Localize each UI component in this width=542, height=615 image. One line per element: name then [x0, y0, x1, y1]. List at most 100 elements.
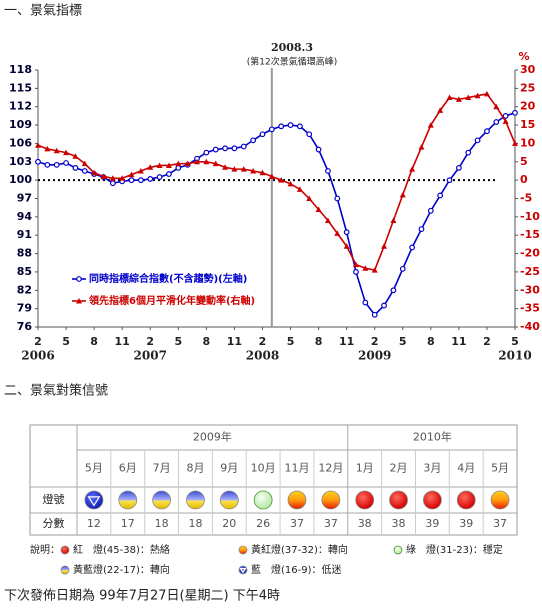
point [44, 161, 51, 168]
point [418, 226, 425, 232]
point [437, 107, 444, 113]
y2-unit: % [518, 50, 529, 63]
x-tick-label: 8 [427, 335, 435, 348]
x-tick-label: 8 [203, 335, 211, 348]
point [353, 261, 359, 268]
y-tick-label: 91 [17, 228, 32, 241]
light-circle [118, 490, 138, 510]
month-header: 12月 [318, 462, 343, 475]
light-circle [152, 490, 172, 510]
point [324, 217, 331, 224]
y2-tick-label: 10 [520, 136, 536, 149]
score: 38 [358, 517, 372, 530]
point [502, 118, 509, 124]
point [399, 265, 406, 272]
light-circle [287, 490, 307, 510]
point [156, 174, 163, 180]
point [268, 173, 275, 179]
light-circle [490, 490, 510, 510]
point [334, 195, 341, 202]
x-tick-label: 11 [115, 335, 130, 348]
y2-tick-label: -15 [520, 228, 540, 241]
legend-label: 黃藍燈(22-17)：轉向 [73, 563, 170, 576]
point [465, 94, 472, 101]
point [315, 206, 322, 213]
point [35, 158, 41, 165]
light-circle [355, 490, 375, 510]
point [474, 92, 481, 99]
point [166, 171, 172, 177]
month-header: 2月 [390, 462, 408, 475]
month-header: 1月 [356, 462, 374, 475]
x-tick-label: 11 [451, 335, 466, 348]
signal-light [393, 545, 403, 555]
score: 37 [493, 517, 507, 530]
y-tick-label: 94 [17, 210, 33, 223]
point [128, 171, 135, 178]
point [44, 145, 51, 152]
point [437, 192, 444, 199]
score: 39 [425, 517, 439, 530]
point [212, 146, 219, 153]
month-header: 11月 [285, 462, 310, 475]
point [446, 177, 453, 184]
signal-light [389, 490, 408, 510]
point [194, 158, 200, 165]
point [502, 112, 509, 119]
point [119, 175, 126, 181]
point [381, 243, 388, 249]
year-header: 2009年 [193, 430, 232, 444]
heading: 一、景氣指標 [4, 4, 82, 19]
heading: 二、景氣對策信號 [4, 383, 108, 399]
footer: 下次發佈日期為 99年7月27日(星期二) 下午4時 [4, 588, 280, 604]
point [231, 166, 238, 172]
x-tick-label: 5 [399, 335, 407, 348]
point [512, 140, 518, 146]
point [63, 149, 70, 156]
point [334, 230, 341, 236]
point [109, 180, 116, 187]
point [81, 160, 88, 167]
point [315, 146, 322, 153]
point [493, 103, 500, 110]
point [306, 195, 313, 201]
signal-light [355, 490, 375, 510]
point [381, 302, 387, 309]
y-tick-label: 100 [9, 173, 32, 186]
legend-label: 領先指標6個月平滑化年變動率(右軸) [88, 294, 255, 307]
point [512, 109, 518, 116]
x-tick-label: 2 [259, 335, 267, 348]
point [91, 169, 98, 176]
annotation-note: (第12次景氣循環高峰) [247, 56, 337, 68]
y2-tick-label: 5 [520, 155, 528, 168]
x-tick-label: 5 [62, 335, 70, 348]
score: 26 [256, 517, 270, 530]
y-tick-label: 79 [17, 302, 32, 315]
point [465, 149, 472, 156]
light-circle [253, 490, 273, 510]
point [278, 177, 285, 183]
point [240, 166, 247, 172]
point [325, 168, 331, 174]
y2-tick-label: -25 [520, 265, 540, 278]
point [175, 165, 182, 171]
point [184, 160, 191, 167]
light-circle [60, 565, 70, 575]
y-tick-label: 85 [17, 265, 32, 278]
point [222, 164, 229, 170]
score: 18 [188, 517, 202, 530]
point [371, 267, 378, 273]
point [72, 165, 79, 171]
point [446, 94, 453, 101]
point [343, 243, 350, 249]
y2-tick-label: 15 [520, 118, 535, 131]
point [165, 162, 172, 168]
point [296, 123, 303, 130]
month-header: 8月 [186, 462, 204, 475]
point [240, 143, 247, 150]
point [212, 160, 219, 167]
score: 37 [290, 517, 304, 530]
x-tick-label: 11 [227, 335, 242, 348]
point [250, 167, 257, 174]
